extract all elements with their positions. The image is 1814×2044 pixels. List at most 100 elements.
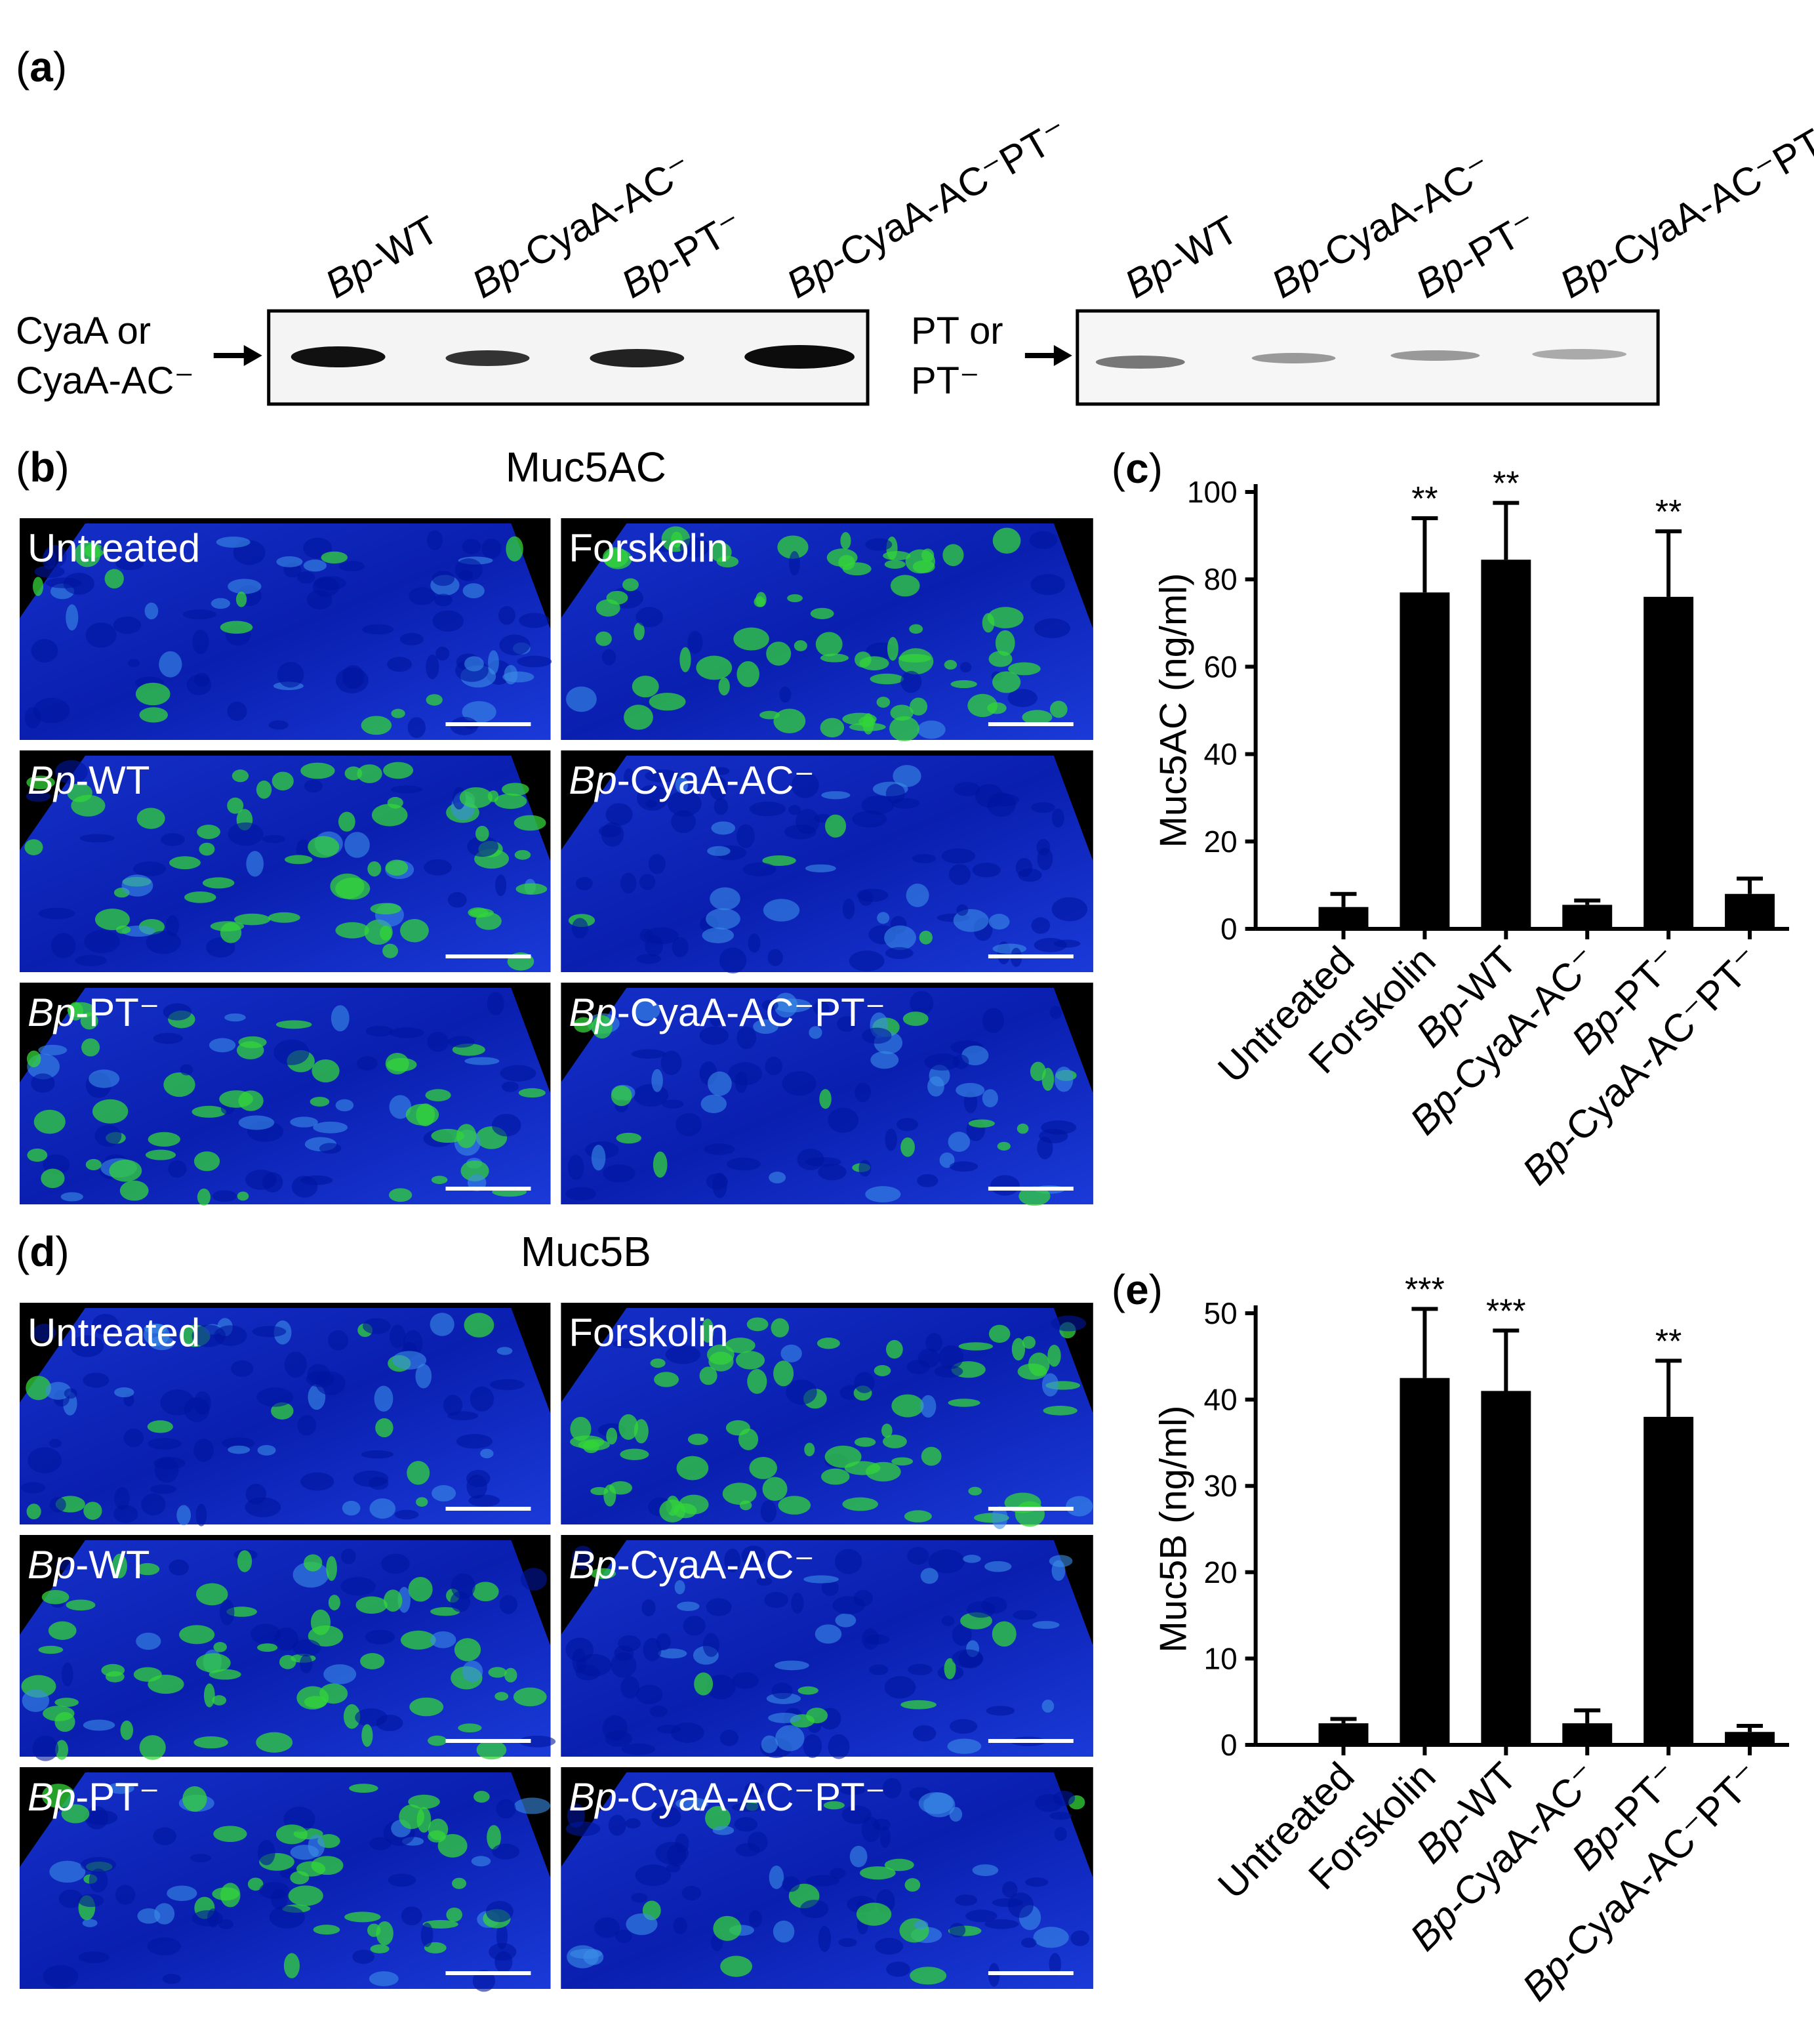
texture: [673, 1917, 687, 1934]
texture: [161, 833, 185, 846]
texture: [409, 1697, 444, 1717]
texture: [49, 1497, 66, 1513]
texture: [452, 1877, 467, 1889]
texture: [707, 846, 731, 856]
texture: [38, 1645, 64, 1654]
text-part: Bp: [569, 991, 616, 1034]
panel-label: (b): [16, 443, 70, 491]
y-axis-label: Muc5B (ng/ml): [1153, 1405, 1195, 1652]
text-part: Bp: [28, 1543, 75, 1587]
texture: [865, 1186, 901, 1202]
significance: **: [1411, 480, 1438, 518]
micrograph: Bp-PT⁻: [19, 1767, 551, 1992]
texture: [193, 672, 210, 687]
texture: [900, 670, 922, 693]
texture: [753, 1019, 778, 1034]
texture: [501, 1081, 519, 1092]
texture: [408, 1576, 433, 1602]
texture: [139, 707, 169, 723]
texture: [422, 1919, 458, 1929]
texture: [762, 855, 796, 866]
texture: [487, 790, 499, 802]
texture: [839, 1786, 866, 1795]
texture: [706, 1173, 728, 1190]
texture: [918, 1792, 954, 1814]
texture: [1054, 1066, 1074, 1092]
texture: [855, 1082, 872, 1103]
texture: [849, 950, 885, 971]
text-part: ): [55, 443, 69, 491]
texture: [227, 701, 247, 722]
texture: [514, 1797, 551, 1814]
image-label: Bp-WT: [28, 1543, 150, 1587]
texture: [94, 1124, 122, 1147]
texture: [639, 928, 653, 943]
texture: [828, 1107, 859, 1133]
texture: [699, 1026, 729, 1045]
texture: [641, 1599, 656, 1617]
texture: [670, 1722, 704, 1743]
micrograph: Forskolin: [561, 1303, 1093, 1530]
texture: [367, 861, 382, 877]
texture: [193, 1151, 220, 1172]
texture: [165, 915, 180, 937]
texture: [43, 1706, 75, 1721]
texture: [912, 560, 935, 573]
texture: [803, 1575, 839, 1584]
texture: [925, 1333, 942, 1353]
texture: [420, 1923, 433, 1948]
texture: [220, 621, 253, 634]
text-part: -CyaA-AC⁻PT⁻: [617, 1775, 886, 1819]
texture: [886, 1339, 903, 1359]
texture: [357, 764, 382, 783]
texture: [1051, 1560, 1066, 1581]
texture: [504, 1667, 517, 1683]
texture: [119, 1180, 149, 1201]
image-label: Forskolin: [569, 526, 728, 570]
texture: [963, 1555, 981, 1563]
texture: [767, 949, 783, 966]
texture: [884, 1676, 916, 1699]
texture: [519, 613, 550, 628]
texture: [42, 1784, 75, 1809]
texture: [462, 701, 496, 724]
texture: [66, 604, 79, 631]
texture: [199, 842, 215, 856]
texture: [1049, 701, 1068, 718]
texture: [462, 1660, 483, 1683]
texture: [145, 1149, 176, 1160]
texture: [748, 933, 761, 953]
texture: [990, 793, 1019, 807]
texture: [84, 543, 104, 558]
texture: [89, 1069, 120, 1088]
texture: [1029, 531, 1058, 550]
texture: [1049, 1953, 1061, 1976]
texture: [636, 954, 662, 964]
texture: [273, 1039, 310, 1065]
texture: [714, 798, 729, 815]
texture: [909, 624, 923, 634]
texture: [984, 1561, 1012, 1572]
texture: [496, 1799, 516, 1819]
texture: [291, 1175, 318, 1198]
texture: [300, 762, 335, 779]
texture: [162, 1973, 181, 1984]
texture: [620, 1676, 639, 1699]
texture: [335, 922, 369, 939]
text-part: ): [53, 43, 67, 91]
texture: [884, 1858, 914, 1871]
texture: [43, 1965, 79, 1988]
texture: [344, 766, 363, 781]
texture: [917, 1174, 938, 1187]
texture: [474, 1791, 490, 1803]
texture: [726, 1157, 761, 1171]
texture: [447, 1036, 475, 1048]
text-part: -PT⁻: [75, 1775, 159, 1819]
texture: [341, 1548, 356, 1564]
texture: [83, 1719, 115, 1731]
micrograph: Untreated: [19, 518, 552, 740]
texture: [79, 834, 115, 843]
texture: [591, 1145, 606, 1171]
texture: [310, 1609, 331, 1635]
texture: [386, 1057, 417, 1072]
